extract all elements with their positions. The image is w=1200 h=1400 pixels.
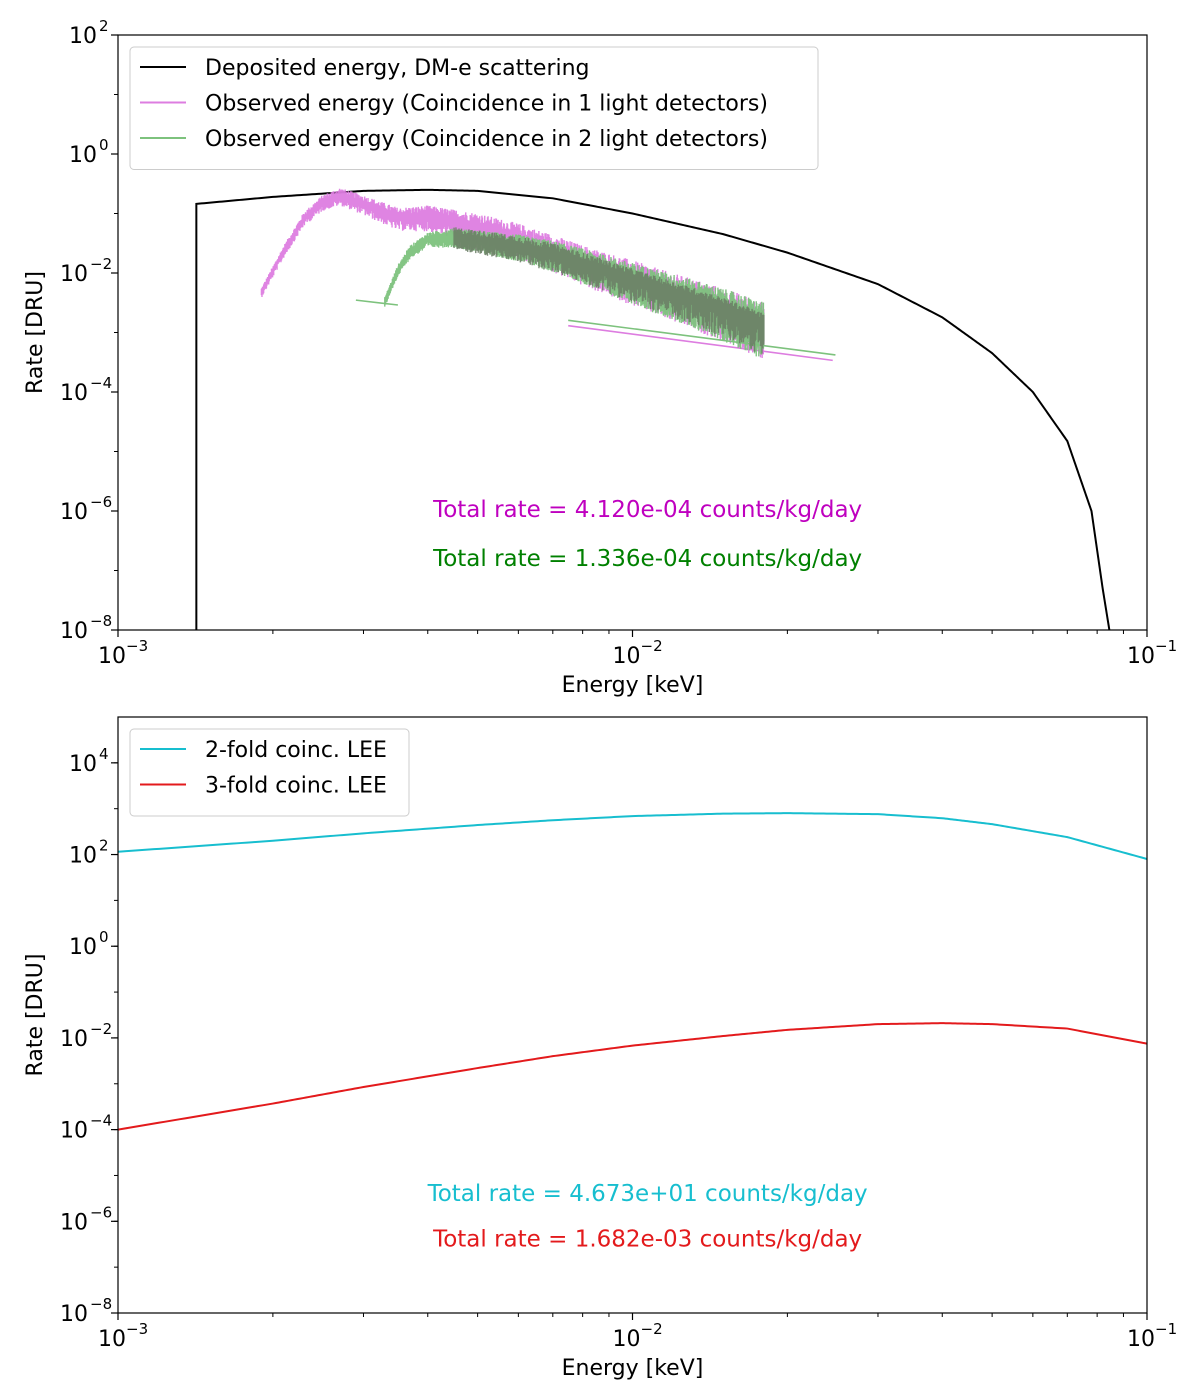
y-tick-label: 10 <box>60 381 88 406</box>
y-tick-exponent: −8 <box>90 1295 112 1313</box>
x-tick-exponent: −1 <box>1155 637 1177 655</box>
y-tick-label: 10 <box>69 24 97 49</box>
plot-area <box>195 188 1111 630</box>
x-tick-exponent: −2 <box>641 1320 663 1338</box>
y-tick-label: 10 <box>60 1027 88 1052</box>
y-tick-exponent: 2 <box>99 837 109 855</box>
y-axis-label: Rate [DRU] <box>23 954 48 1077</box>
x-tick-exponent: −1 <box>1155 1320 1177 1338</box>
y-tick-exponent: 4 <box>99 745 109 763</box>
x-tick-label: 10 <box>613 644 641 669</box>
series-curve <box>118 1022 1147 1131</box>
legend-label: Observed energy (Coincidence in 2 light … <box>205 127 768 152</box>
legend: 2-fold coinc. LEE 3-fold coinc. LEE <box>129 728 410 817</box>
x-axis-label: Energy [keV] <box>562 673 704 698</box>
y-tick-label: 10 <box>69 752 97 777</box>
total-rate-annotation: Total rate = 1.682e-03 counts/kg/day <box>432 1227 862 1253</box>
series-2-line <box>118 1022 1147 1131</box>
y-tick-exponent: −8 <box>90 612 112 630</box>
plot-area <box>118 812 1147 1131</box>
y-tick-exponent: −4 <box>90 374 112 392</box>
series-tail <box>568 324 833 362</box>
series-curve <box>118 812 1147 860</box>
y-tick-label: 10 <box>69 844 97 869</box>
legend-label: 2-fold coinc. LEE <box>205 738 387 763</box>
y-tick-label: 10 <box>60 1210 88 1235</box>
x-tick-label: 10 <box>1127 1327 1155 1352</box>
y-tick-exponent: −6 <box>90 493 112 511</box>
x-tick-label: 10 <box>98 1327 126 1352</box>
y-tick-label: 10 <box>60 619 88 644</box>
legend-label: Observed energy (Coincidence in 1 light … <box>205 92 768 117</box>
y-tick-label: 10 <box>60 1302 88 1327</box>
x-tick-label: 10 <box>98 644 126 669</box>
x-tick-exponent: −3 <box>126 1320 148 1338</box>
legend-label: Deposited energy, DM-e scattering <box>205 56 590 81</box>
y-tick-label: 10 <box>60 1119 88 1144</box>
x-axis-label: Energy [keV] <box>562 1356 704 1381</box>
x-tick-exponent: −2 <box>641 637 663 655</box>
total-rate-annotation: Total rate = 4.120e-04 counts/kg/day <box>432 497 862 523</box>
y-tick-exponent: −4 <box>90 1112 112 1130</box>
x-tick-exponent: −3 <box>126 637 148 655</box>
total-rate-annotation: Total rate = 1.336e-04 counts/kg/day <box>432 546 862 572</box>
legend: Deposited energy, DM-e scattering Observe… <box>129 46 819 170</box>
legend-box <box>129 46 819 170</box>
legend-box <box>129 728 410 817</box>
x-tick-label: 10 <box>1127 644 1155 669</box>
y-axis-label: Rate [DRU] <box>23 271 48 394</box>
series-tail <box>355 299 399 306</box>
y-tick-exponent: 2 <box>99 17 109 35</box>
x-tick-label: 10 <box>613 1327 641 1352</box>
series-1-line <box>118 812 1147 860</box>
series-1-line <box>195 188 1111 630</box>
total-rate-annotation: Total rate = 4.673e+01 counts/kg/day <box>427 1181 868 1207</box>
series-band <box>260 188 765 358</box>
overlap-band <box>453 227 765 354</box>
y-tick-exponent: −2 <box>90 255 112 273</box>
y-tick-label: 10 <box>69 935 97 960</box>
y-tick-label: 10 <box>69 143 97 168</box>
y-tick-exponent: −2 <box>90 1020 112 1038</box>
series-band <box>384 228 765 357</box>
y-tick-label: 10 <box>60 262 88 287</box>
series-curve <box>195 188 1111 630</box>
legend-label: 3-fold coinc. LEE <box>205 774 387 799</box>
y-tick-exponent: 0 <box>99 928 109 946</box>
y-tick-exponent: −6 <box>90 1203 112 1221</box>
series-tail <box>568 319 836 356</box>
y-tick-label: 10 <box>60 500 88 525</box>
y-tick-exponent: 0 <box>99 136 109 154</box>
